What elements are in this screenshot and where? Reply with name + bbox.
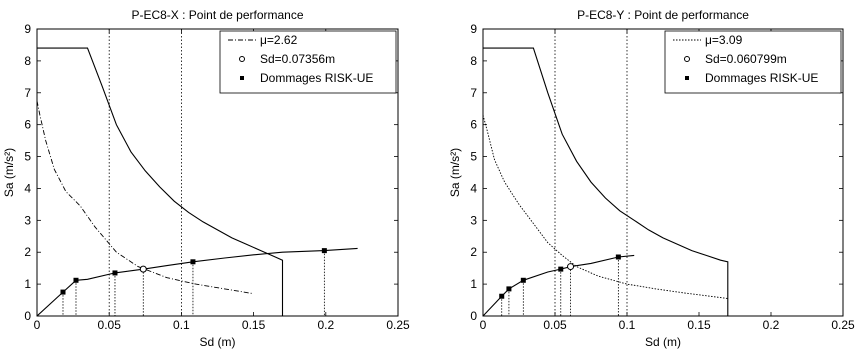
legend: μ=3.09 Sd=0.060799m Dommages RISK-UE [664,30,842,94]
legend-circle-marker [684,56,690,62]
x-tick-label: 0.15 [242,318,266,332]
chart-title: P-EC8-Y : Point de performance [577,8,749,22]
x-tick-label: 0 [480,318,487,332]
y-axis-label: Sa (m/s²) [448,148,462,197]
y-tick-label: 5 [470,150,477,164]
y-tick-label: 9 [24,22,31,36]
legend-entry: μ=3.09 [705,33,743,47]
axes-frame [36,28,399,317]
chart-title: P-EC8-X : Point de performance [131,8,303,22]
y-tick-label: 6 [24,118,31,132]
y-tick-label: 7 [470,86,477,100]
x-axis-label: Sd (m) [645,335,681,349]
legend-entry: Sd=0.07356m [260,52,335,66]
damage-point [321,248,327,254]
legend-box [219,30,397,94]
performance-point [567,263,575,271]
y-tick-label: 4 [24,181,31,195]
y-tick-label: 9 [470,22,477,36]
chart-2: P-EC8-Y : Point de performance 0 0.05 0.1 0.… [448,8,855,349]
y-tick-label: 6 [470,118,477,132]
plot-data [37,47,358,316]
x-tick-label: 0 [34,318,41,332]
y-tick-label: 0 [470,309,477,323]
y-tick-label: 7 [24,86,31,100]
y-tick-label: 4 [470,181,477,195]
series-2-line [483,114,728,299]
x-tick-label: 0.05 [543,318,567,332]
y-tick-label: 2 [470,245,477,259]
legend-entry: Dommages RISK-UE [705,71,818,85]
legend-entry: μ=2.62 [260,33,298,47]
series-2-line [37,100,254,295]
x-tick-label: 0.2 [763,318,780,332]
damage-point [190,259,196,265]
y-tick-label: 3 [470,213,477,227]
series-3-line [37,247,358,316]
series-1-line [483,47,729,316]
legend-entry: Dommages RISK-UE [260,71,373,85]
y-tick-label: 0 [24,309,31,323]
damage-point [499,293,505,299]
damage-point [60,289,66,295]
series-3-line [483,254,635,316]
plot-data [483,47,729,316]
y-axis-label: Sa (m/s²) [2,148,16,197]
y-tick-label: 1 [24,277,31,291]
damage-point [520,277,526,283]
x-tick-label: 0.25 [831,318,855,332]
y-tick-label: 3 [24,213,31,227]
damage-point [73,277,79,283]
y-tick-label: 5 [24,150,31,164]
series-1-line [37,47,284,316]
axes-frame [482,28,844,317]
legend-square-marker [240,76,244,80]
damage-point [506,286,512,292]
damage-point [615,254,621,260]
x-axis-label: Sd (m) [200,335,236,349]
y-tick-label: 8 [470,54,477,68]
chart-1: P-EC8-X : Point de performance 0 0.05 0.1 0.… [2,8,410,349]
x-tick-label: 0.05 [98,318,122,332]
y-tick-label: 2 [24,245,31,259]
legend: μ=2.62 Sd=0.07356m Dommages RISK-UE [219,30,397,94]
x-tick-label: 0.1 [619,318,636,332]
legend-square-marker [685,76,689,80]
y-tick-label: 8 [24,54,31,68]
legend-circle-marker [239,56,245,62]
x-tick-label: 0.1 [173,318,190,332]
damage-point [112,270,118,276]
x-tick-label: 0.2 [317,318,334,332]
y-tick-label: 1 [470,277,477,291]
x-tick-label: 0.15 [687,318,711,332]
performance-point [139,265,147,273]
legend-box [664,30,842,94]
legend-entry: Sd=0.060799m [705,52,787,66]
x-tick-label: 0.25 [386,318,410,332]
damage-point [558,266,564,272]
